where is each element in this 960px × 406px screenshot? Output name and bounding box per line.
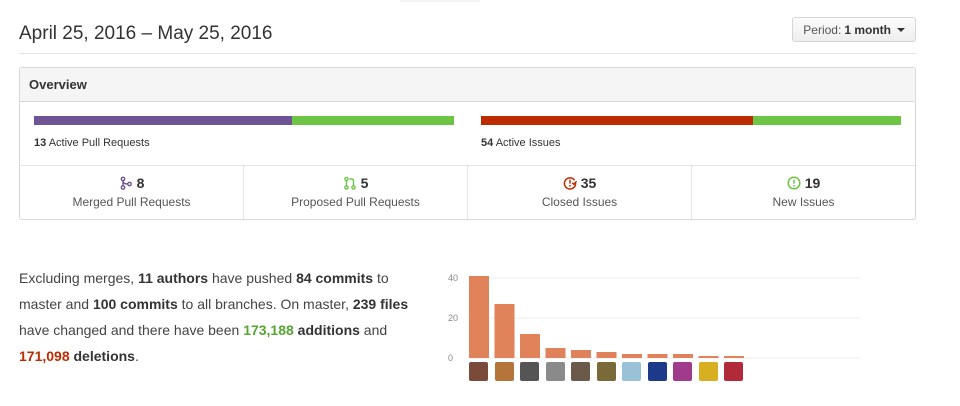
date-range-title: April 25, 2016 – May 25, 2016 xyxy=(19,23,273,44)
new-label: New Issues xyxy=(772,195,835,209)
page-header: April 25, 2016 – May 25, 2016 Period: 1 … xyxy=(19,17,916,54)
issue-closed-icon xyxy=(563,177,577,190)
active-pull-requests-count: 13 xyxy=(34,137,47,149)
stat-merged-pull-requests[interactable]: 8 Merged Pull Requests xyxy=(20,166,244,219)
proposed-segment xyxy=(292,116,454,125)
active-issues-caption: 54 Active Issues xyxy=(481,137,901,149)
active-pull-requests-label: Active Pull Requests xyxy=(48,137,150,149)
commit-bar[interactable] xyxy=(545,348,566,358)
author-avatar[interactable] xyxy=(494,362,514,381)
y-tick-label: 40 xyxy=(448,273,458,283)
commit-bar[interactable] xyxy=(494,304,515,358)
period-label: Period: xyxy=(803,22,842,37)
closed-segment xyxy=(481,116,753,125)
summary-text-2: have pushed xyxy=(208,270,297,286)
author-avatar[interactable] xyxy=(571,362,590,381)
y-tick-label: 20 xyxy=(448,313,458,323)
top-divider xyxy=(400,0,480,2)
author-avatar[interactable] xyxy=(673,362,692,381)
commit-bar[interactable] xyxy=(596,352,617,358)
merged-label: Merged Pull Requests xyxy=(72,195,191,209)
stat-proposed-pull-requests[interactable]: 5 Proposed Pull Requests xyxy=(244,166,468,219)
all-branches-commits: 100 commits xyxy=(92,296,178,312)
overview-panel: Overview 13 Active Pull Requests 54 Acti… xyxy=(19,67,916,220)
commit-bar[interactable] xyxy=(673,354,693,358)
new-segment xyxy=(753,116,901,125)
stat-closed-issues[interactable]: 35 Closed Issues xyxy=(468,166,692,219)
period-select-button[interactable]: Period: 1 month xyxy=(792,17,916,42)
commit-bar[interactable] xyxy=(469,276,489,358)
commits-count: 84 commits xyxy=(296,270,374,286)
period-value: 1 month xyxy=(844,22,891,37)
issue-opened-icon xyxy=(787,176,801,190)
issues-summary[interactable]: 54 Active Issues xyxy=(481,116,901,149)
author-avatar[interactable] xyxy=(698,362,718,381)
commit-bar[interactable] xyxy=(724,356,744,358)
author-avatar[interactable] xyxy=(469,362,488,381)
commit-summary-text: Excluding merges, 11 authors have pushed… xyxy=(19,265,429,369)
overview-bars-row: 13 Active Pull Requests 54 Active Issues xyxy=(20,102,915,166)
y-tick-label: 0 xyxy=(448,353,453,363)
commit-bar[interactable] xyxy=(698,356,719,358)
active-issues-label: Active Issues xyxy=(495,137,561,149)
commits-by-author-chart: 40 20 0 xyxy=(440,258,870,388)
author-avatar[interactable] xyxy=(596,362,616,381)
summary-text-5: have changed and there have been xyxy=(19,322,244,338)
author-avatar[interactable] xyxy=(520,362,539,381)
issues-bar xyxy=(481,116,901,125)
new-count: 19 xyxy=(804,175,821,191)
git-pull-request-icon xyxy=(343,176,356,190)
summary-text-7: . xyxy=(134,348,139,364)
overview-stats-row: 8 Merged Pull Requests 5 Proposed Pull R… xyxy=(20,166,915,219)
git-merge-icon xyxy=(120,176,132,190)
proposed-count: 5 xyxy=(360,175,369,191)
merged-count: 8 xyxy=(136,175,145,191)
author-avatar[interactable] xyxy=(545,362,565,381)
summary-text-1: Excluding merges, xyxy=(19,270,139,286)
stat-new-issues[interactable]: 19 New Issues xyxy=(692,166,915,219)
commit-bar[interactable] xyxy=(520,334,540,358)
closed-label: Closed Issues xyxy=(541,195,618,209)
proposed-label: Proposed Pull Requests xyxy=(291,195,420,209)
merged-segment xyxy=(34,116,292,125)
additions-count: 173,188 xyxy=(243,322,294,338)
closed-count: 35 xyxy=(580,175,597,191)
summary-text-4: to all branches. On master, xyxy=(177,296,353,312)
active-pull-requests-caption: 13 Active Pull Requests xyxy=(34,137,454,149)
summary-text-6: and xyxy=(359,322,388,338)
summary-text-3: to master and xyxy=(19,270,389,312)
active-issues-count: 54 xyxy=(481,137,494,149)
additions-word: additions xyxy=(293,322,360,338)
deletions-count: 171,098 xyxy=(19,348,70,364)
commit-bar[interactable] xyxy=(622,354,642,358)
author-avatar[interactable] xyxy=(647,362,667,381)
author-avatar[interactable] xyxy=(724,362,743,381)
pull-requests-bar xyxy=(34,116,454,125)
caret-down-icon xyxy=(897,28,905,32)
author-avatar[interactable] xyxy=(622,362,641,381)
files-changed: 239 files xyxy=(352,296,409,312)
commit-bar[interactable] xyxy=(571,350,591,358)
deletions-word: deletions xyxy=(69,348,135,364)
commit-bar[interactable] xyxy=(647,354,668,358)
pull-requests-summary[interactable]: 13 Active Pull Requests xyxy=(34,116,454,149)
authors-count[interactable]: 11 authors xyxy=(138,270,209,286)
commits-chart-svg: 40 20 0 xyxy=(448,273,860,363)
overview-title: Overview xyxy=(20,68,915,102)
